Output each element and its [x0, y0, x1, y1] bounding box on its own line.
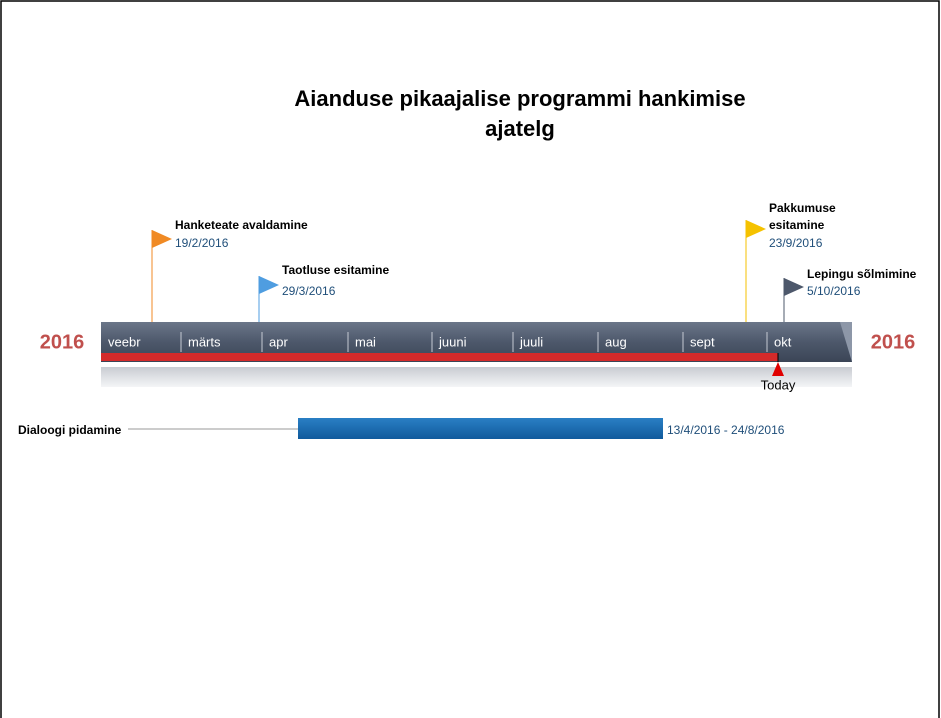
milestone-label: Hanketeate avaldamine [175, 218, 308, 232]
month-label: juuni [438, 334, 467, 349]
month-label: apr [269, 334, 288, 349]
task-bar [298, 418, 663, 439]
band-end [840, 322, 852, 362]
month-label: juuli [519, 334, 543, 349]
flag [784, 278, 804, 296]
task-label: Dialoogi pidamine [18, 423, 122, 437]
year-right: 2016 [871, 331, 916, 353]
flag [746, 220, 766, 238]
year-left: 2016 [40, 331, 85, 353]
title: Aianduse pikaajalise programmi hankimise [294, 86, 745, 111]
month-label: okt [774, 334, 792, 349]
today-label: Today [761, 377, 796, 392]
flag [259, 276, 279, 294]
flag [152, 230, 172, 248]
task-dates: 13/4/2016 - 24/8/2016 [667, 423, 785, 437]
milestone-date: 5/10/2016 [807, 284, 861, 298]
progress-bar [101, 353, 778, 361]
milestone-label: Taotluse esitamine [282, 263, 389, 277]
milestone-date: 23/9/2016 [769, 236, 823, 250]
band-shadow [101, 367, 852, 387]
milestone-date: 29/3/2016 [282, 284, 336, 298]
month-label: mai [355, 334, 376, 349]
milestone-date: 19/2/2016 [175, 236, 229, 250]
month-label: sept [690, 334, 715, 349]
today-marker [772, 362, 784, 376]
month-label: märts [188, 334, 221, 349]
milestone-label: Lepingu sõlmimine [807, 267, 917, 281]
milestone-label: esitamine [769, 218, 825, 232]
title: ajatelg [485, 116, 555, 141]
month-label: veebr [108, 334, 141, 349]
milestone-label: Pakkumuse [769, 201, 836, 215]
month-label: aug [605, 334, 627, 349]
